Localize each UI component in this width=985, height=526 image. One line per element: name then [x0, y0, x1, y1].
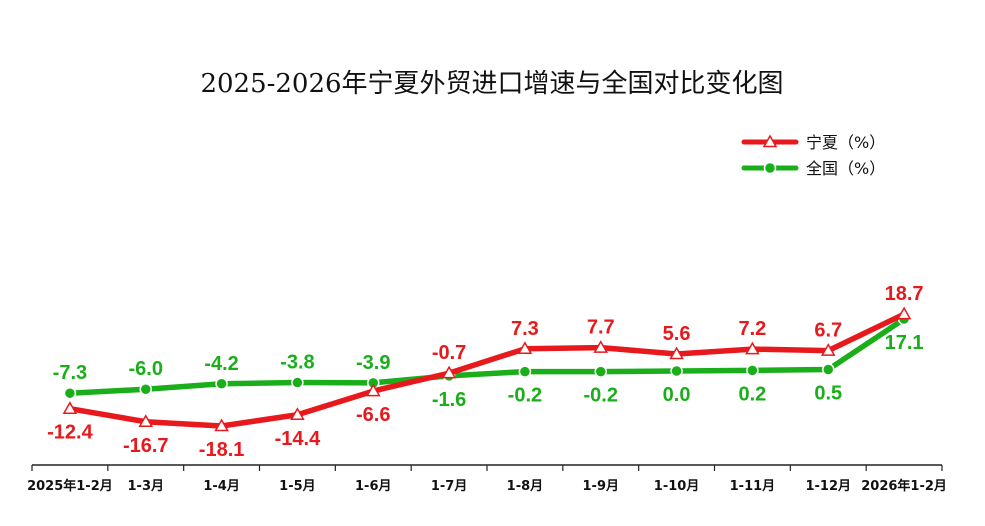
x-tick-label: 1-12月	[805, 479, 851, 494]
data-label-national: 0.5	[814, 382, 842, 404]
circle-marker	[822, 363, 835, 376]
data-label-national: 0.0	[663, 384, 691, 406]
circle-marker	[291, 376, 304, 389]
data-label-ningxia: -18.1	[199, 439, 245, 461]
data-label-national: -3.9	[356, 352, 390, 374]
data-label-ningxia: 18.7	[885, 283, 924, 305]
triangle-marker	[138, 414, 154, 428]
triangle-marker	[762, 134, 778, 148]
circle-marker	[594, 365, 607, 378]
data-labels: -12.4 -16.7 -18.1 -14.4 -6.6 -0.7 7.3 7.7 5.6 7.2…	[47, 283, 923, 461]
circle-marker	[63, 386, 77, 400]
circle-marker	[518, 365, 532, 378]
data-label-national: -3.8	[280, 352, 314, 374]
circle-marker	[670, 364, 683, 378]
data-label-ningxia: 7.7	[587, 317, 615, 339]
triangle-marker	[820, 343, 836, 356]
triangle-marker	[669, 346, 684, 360]
triangle-marker	[745, 341, 760, 355]
triangle-marker	[896, 306, 912, 320]
x-tick-label: 1-11月	[730, 479, 776, 494]
x-tick-label: 1-10月	[654, 479, 700, 494]
triangle-marker	[62, 401, 78, 414]
data-label-ningxia: -0.7	[432, 342, 466, 364]
data-label-ningxia: -16.7	[123, 435, 169, 457]
x-tick-label: 1-9月	[583, 479, 620, 494]
data-label-national: -7.3	[53, 362, 87, 384]
series-line	[67, 316, 907, 396]
circle-marker	[139, 382, 152, 396]
triangle-marker	[441, 365, 457, 379]
data-label-ningxia: 7.3	[511, 318, 539, 340]
x-tick-label: 2025年1-2月	[27, 478, 113, 494]
data-label-national: -6.0	[129, 358, 163, 380]
x-tick-label: 1-3月	[128, 479, 165, 494]
series-ningxia	[62, 306, 912, 432]
legend-label: 全国（%）	[806, 159, 885, 178]
x-tick-label: 1-7月	[431, 479, 468, 494]
triangle-marker	[365, 383, 381, 397]
data-label-national: -1.6	[432, 389, 466, 411]
data-label-national: -0.2	[584, 385, 618, 407]
legend-item: 全国（%）	[741, 159, 885, 178]
triangle-marker	[517, 341, 533, 355]
data-label-national: 0.2	[739, 383, 767, 405]
chart-title: 2025-2026年宁夏外贸进口增速与全国对比变化图	[200, 69, 783, 99]
circle-marker	[746, 364, 759, 377]
series-line	[67, 311, 907, 429]
data-label-ningxia: -12.4	[47, 422, 93, 444]
data-label-ningxia: 5.6	[663, 323, 691, 345]
data-label-ningxia: -6.6	[356, 404, 390, 426]
circle-marker	[215, 377, 228, 391]
x-tick-label: 2026年1-2月	[861, 478, 947, 494]
triangle-marker	[290, 407, 305, 421]
x-tick-label: 1-6月	[355, 479, 392, 494]
legend-item: 宁夏（%）	[741, 133, 885, 152]
series-layer	[62, 306, 912, 432]
x-axis: 2025年1-2月 1-3月 1-4月 1-5月 1-6月 1-7月 1-8月 1-9月 1-1…	[27, 464, 947, 494]
data-label-ningxia: 7.2	[739, 318, 767, 340]
x-tick-label: 1-4月	[203, 479, 240, 494]
x-tick-label: 1-8月	[507, 479, 544, 494]
data-label-national: 17.1	[885, 332, 924, 354]
legend-label: 宁夏（%）	[806, 133, 885, 152]
data-label-ningxia: 6.7	[814, 320, 842, 342]
triangle-marker	[593, 340, 609, 353]
triangle-marker	[214, 418, 229, 432]
data-label-national: -0.2	[508, 385, 542, 407]
data-label-ningxia: -14.4	[275, 428, 321, 450]
x-tick-label: 1-5月	[279, 479, 316, 494]
circle-marker	[763, 161, 777, 175]
legend: 宁夏（%） 全国（%）	[741, 133, 885, 178]
data-label-national: -4.2	[204, 353, 238, 375]
series-national	[63, 312, 911, 400]
